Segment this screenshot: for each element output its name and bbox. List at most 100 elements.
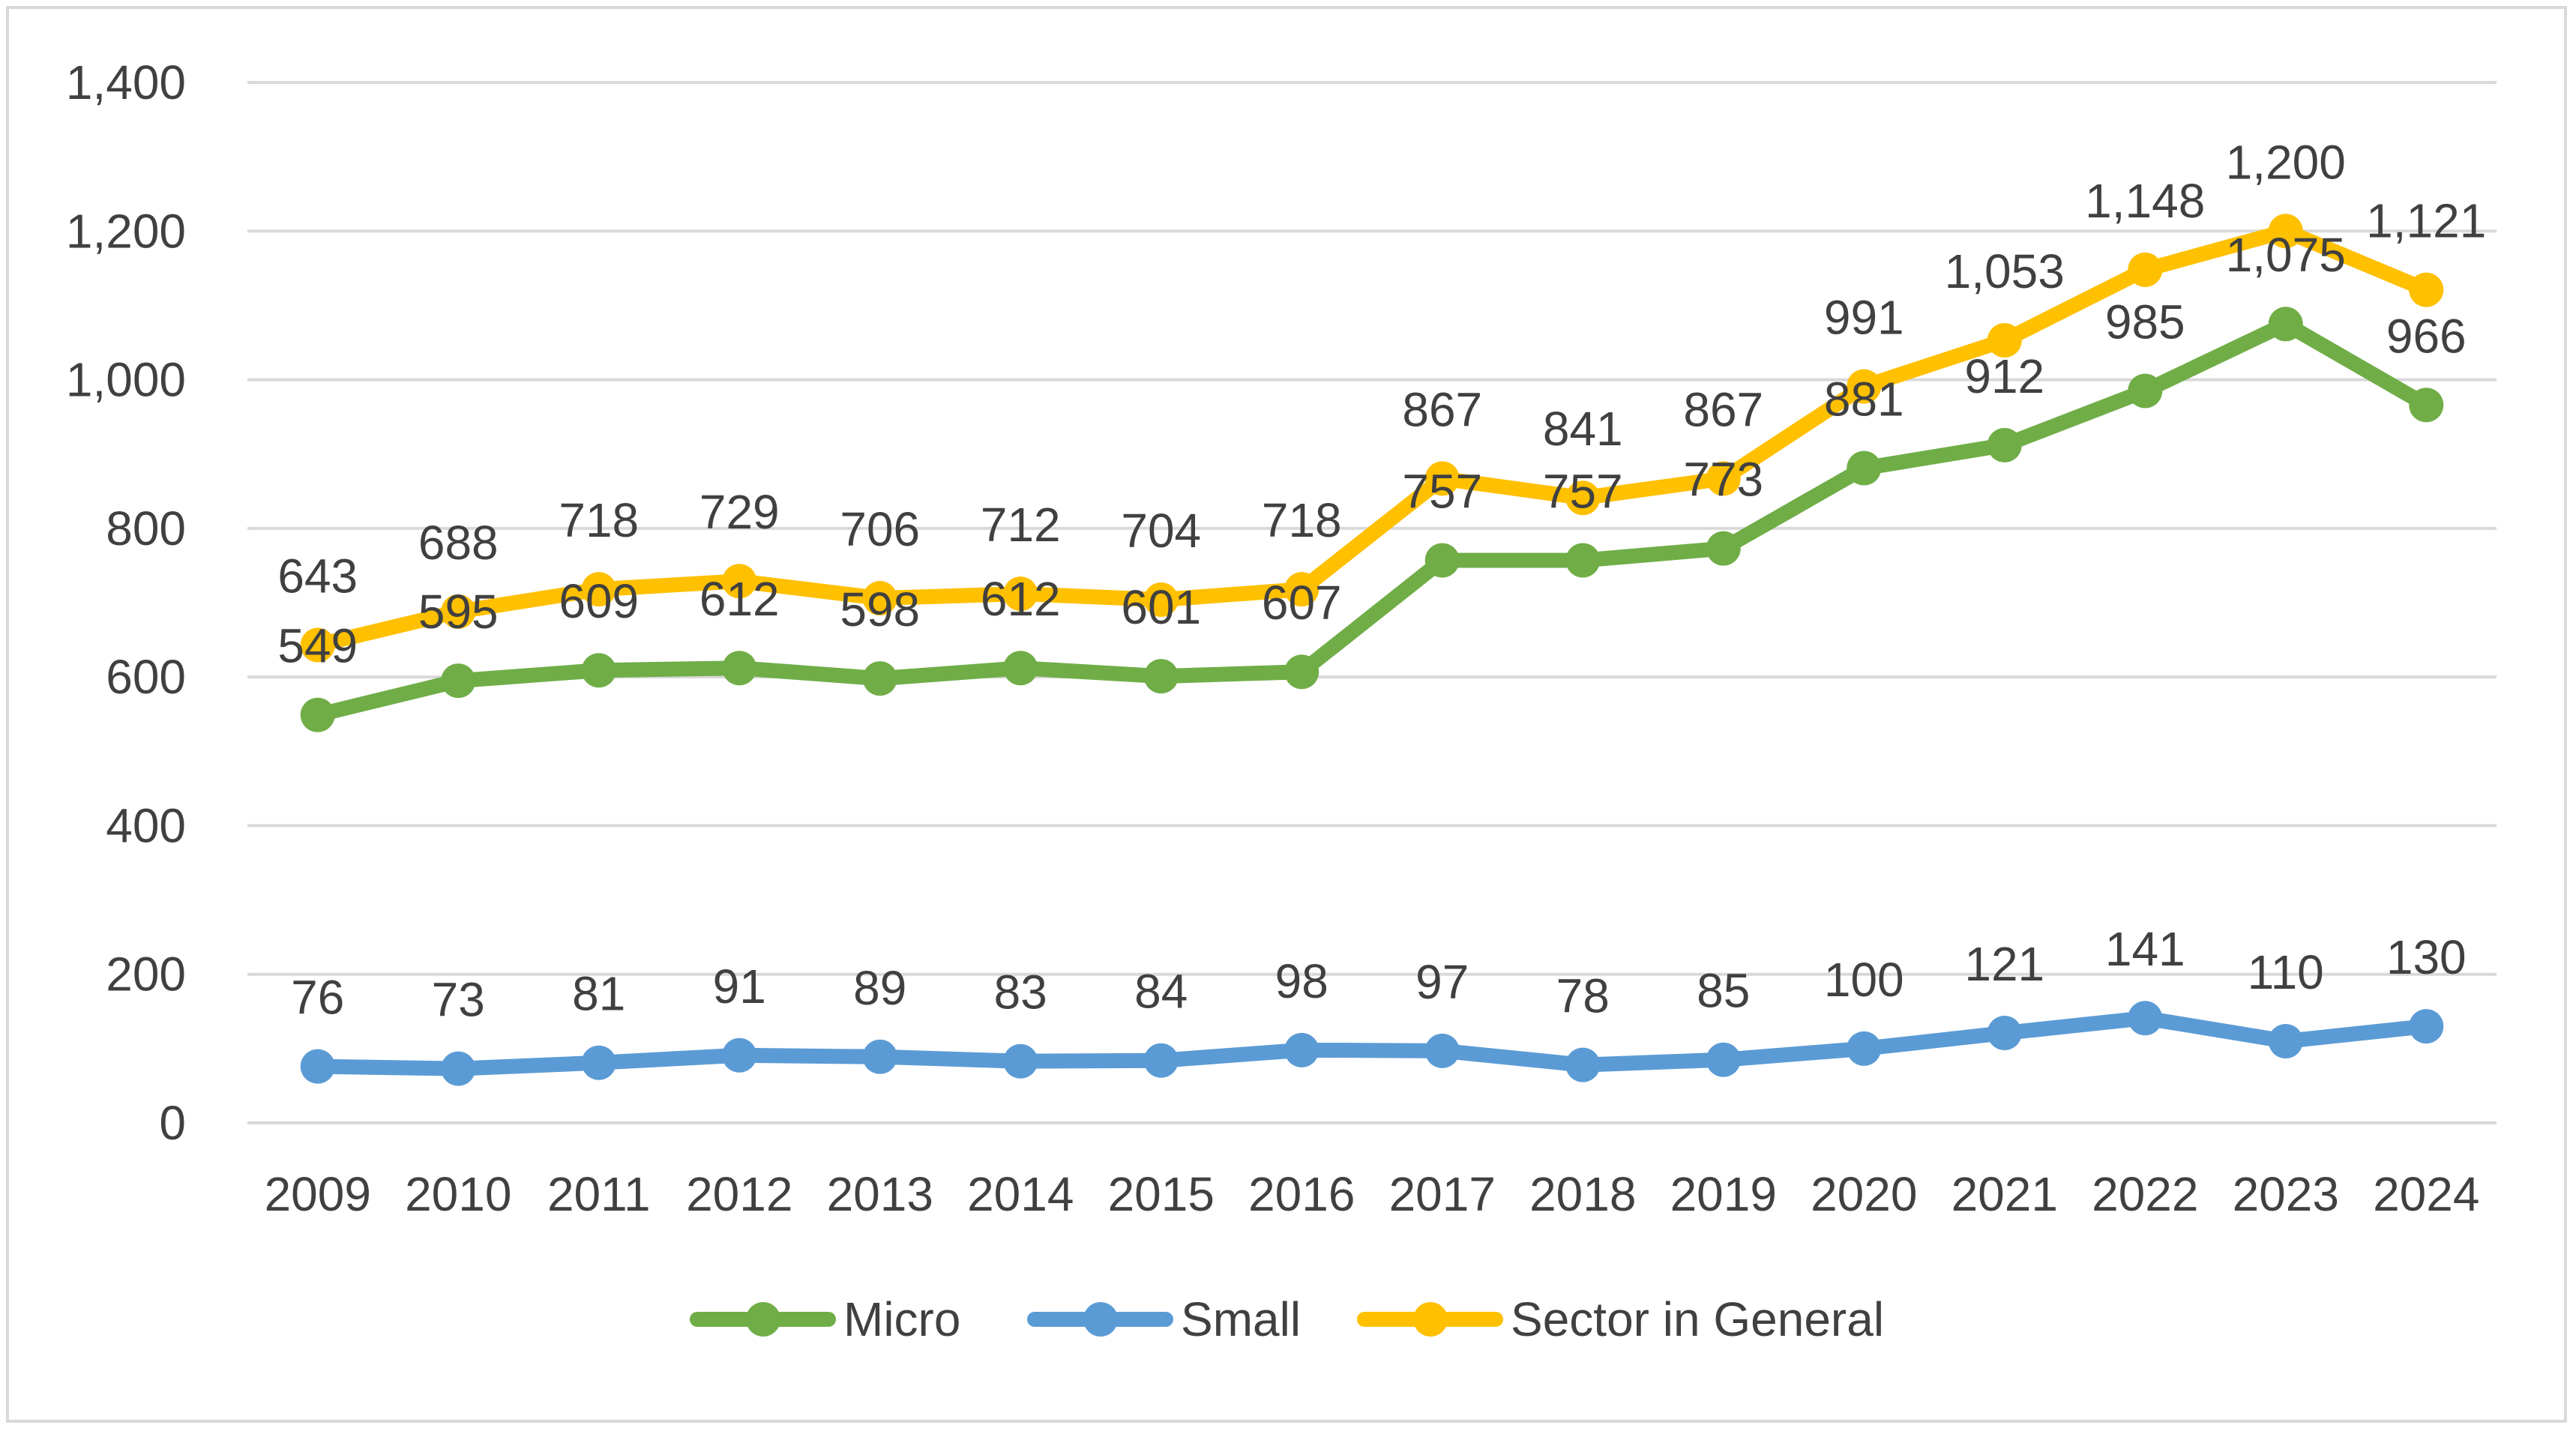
data-label-sector-in-general-2010: 688 xyxy=(418,516,499,570)
x-axis-ticks: 2009 2010 2011 2012 2013 2014 2015 2016 2017 2018… xyxy=(265,1167,2480,1221)
point-micro-2009 xyxy=(300,697,335,732)
point-sector-in-general-2009 xyxy=(300,627,335,663)
y-tick-label-1000: 1,000 xyxy=(66,353,186,407)
data-label-micro-2010: 595 xyxy=(418,585,499,639)
point-micro-2011 xyxy=(581,653,616,688)
y-tick-label-0: 0 xyxy=(159,1096,186,1150)
data-label-sector-in-general-2014: 712 xyxy=(981,498,1061,552)
y-tick-label-800: 800 xyxy=(106,501,186,555)
data-label-sector-in-general-2012: 729 xyxy=(699,485,780,539)
data-label-micro-2023: 1,075 xyxy=(2226,228,2346,282)
point-small-2022 xyxy=(2128,1001,2163,1036)
point-micro-2020 xyxy=(1847,451,1882,486)
data-label-small-2024: 130 xyxy=(2386,930,2467,984)
legend-label-sector-in-general: Sector in General xyxy=(1511,1292,1884,1346)
point-micro-2024 xyxy=(2409,388,2444,423)
point-small-2023 xyxy=(2268,1023,2303,1058)
point-micro-2015 xyxy=(1143,659,1179,694)
data-label-sector-in-general-2022: 1,148 xyxy=(2085,174,2205,228)
point-sector-in-general-2010 xyxy=(441,594,476,629)
data-label-small-2021: 121 xyxy=(1964,937,2044,991)
x-tick-label-2016: 2016 xyxy=(1248,1167,1355,1221)
point-micro-2013 xyxy=(862,661,897,696)
y-tick-label-1200: 1,200 xyxy=(66,204,186,258)
data-labels: 549 595 609 612 598 612 601 607 757 757 773 881 912 9… xyxy=(277,135,2486,1026)
point-micro-2016 xyxy=(1284,654,1319,690)
data-label-small-2017: 97 xyxy=(1415,955,1469,1009)
series-line-micro xyxy=(310,316,2434,723)
point-sector-in-general-2024 xyxy=(2409,272,2444,307)
point-micro-2023 xyxy=(2268,307,2303,342)
data-label-sector-in-general-2013: 706 xyxy=(840,502,920,556)
x-tick-label-2018: 2018 xyxy=(1529,1167,1636,1221)
data-label-micro-2022: 985 xyxy=(2105,295,2185,349)
data-label-micro-2009: 549 xyxy=(277,619,358,673)
point-small-2016 xyxy=(1284,1032,1319,1067)
point-small-2009 xyxy=(300,1049,335,1084)
x-tick-label-2022: 2022 xyxy=(2092,1167,2198,1221)
point-sector-in-general-2016 xyxy=(1284,572,1319,607)
legend-marker-small xyxy=(1083,1302,1118,1337)
point-micro-2022 xyxy=(2128,373,2163,409)
point-small-2010 xyxy=(441,1051,476,1086)
legend-marker-sector-in-general xyxy=(1413,1302,1448,1337)
data-label-sector-in-general-2017: 867 xyxy=(1402,382,1482,436)
series-layer xyxy=(300,214,2444,1086)
point-micro-2010 xyxy=(441,663,476,699)
data-label-small-2023: 110 xyxy=(2248,945,2324,999)
point-small-2015 xyxy=(1143,1043,1179,1078)
data-label-sector-in-general-2023: 1,200 xyxy=(2226,135,2346,189)
point-small-2017 xyxy=(1424,1033,1460,1068)
x-tick-label-2024: 2024 xyxy=(2373,1167,2479,1221)
data-label-small-2018: 78 xyxy=(1556,969,1610,1023)
x-tick-label-2013: 2013 xyxy=(827,1167,933,1221)
series-line-sector-in-general xyxy=(310,223,2434,653)
data-label-micro-2018: 757 xyxy=(1543,464,1623,518)
data-label-small-2019: 85 xyxy=(1697,964,1750,1018)
x-tick-label-2023: 2023 xyxy=(2233,1167,2339,1221)
point-sector-in-general-2012 xyxy=(722,564,757,599)
point-micro-2019 xyxy=(1706,531,1741,566)
data-label-micro-2016: 607 xyxy=(1262,576,1342,630)
data-label-micro-2012: 612 xyxy=(699,572,780,626)
data-label-sector-in-general-2016: 718 xyxy=(1262,493,1342,547)
y-tick-label-200: 200 xyxy=(106,948,186,1001)
y-tick-label-400: 400 xyxy=(106,798,186,852)
point-sector-in-general-2019 xyxy=(1706,461,1741,496)
point-micro-2012 xyxy=(722,651,757,686)
x-tick-label-2017: 2017 xyxy=(1389,1167,1496,1221)
point-small-2014 xyxy=(1003,1043,1038,1079)
chart-frame xyxy=(6,6,2567,1423)
data-label-sector-in-general-2021: 1,053 xyxy=(1945,244,2065,298)
data-label-micro-2024: 966 xyxy=(2386,309,2467,363)
data-label-small-2013: 89 xyxy=(853,961,906,1015)
y-tick-label-1400: 1,400 xyxy=(66,55,186,109)
point-micro-2017 xyxy=(1424,543,1460,578)
x-tick-label-2009: 2009 xyxy=(265,1167,371,1221)
legend-label-micro: Micro xyxy=(843,1292,960,1346)
x-tick-label-2014: 2014 xyxy=(967,1167,1074,1221)
series-line-small xyxy=(310,1010,2434,1076)
y-tick-label-600: 600 xyxy=(106,650,186,704)
data-label-small-2010: 73 xyxy=(432,973,485,1027)
data-label-small-2016: 98 xyxy=(1275,954,1328,1008)
x-tick-label-2020: 2020 xyxy=(1811,1167,1917,1221)
data-label-micro-2019: 773 xyxy=(1683,453,1763,507)
data-label-sector-in-general-2019: 867 xyxy=(1683,382,1763,436)
y-axis-ticks: 0 200 400 600 800 1,000 1,200 1,400 xyxy=(66,55,186,1150)
point-sector-in-general-2021 xyxy=(1987,323,2022,358)
point-sector-in-general-2011 xyxy=(581,572,616,607)
data-label-micro-2013: 598 xyxy=(840,582,920,636)
data-label-small-2014: 83 xyxy=(994,965,1047,1019)
data-label-small-2009: 76 xyxy=(291,971,344,1025)
data-label-micro-2015: 601 xyxy=(1121,580,1201,634)
data-label-sector-in-general-2024: 1,121 xyxy=(2366,194,2486,248)
point-sector-in-general-2023 xyxy=(2268,214,2303,249)
legend-label-small: Small xyxy=(1181,1292,1301,1346)
data-label-micro-2020: 881 xyxy=(1824,373,1904,427)
x-tick-label-2019: 2019 xyxy=(1670,1167,1777,1221)
point-sector-in-general-2020 xyxy=(1847,369,1882,404)
legend: Micro Small Sector in General xyxy=(690,1292,1884,1346)
data-label-sector-in-general-2009: 643 xyxy=(277,549,358,603)
